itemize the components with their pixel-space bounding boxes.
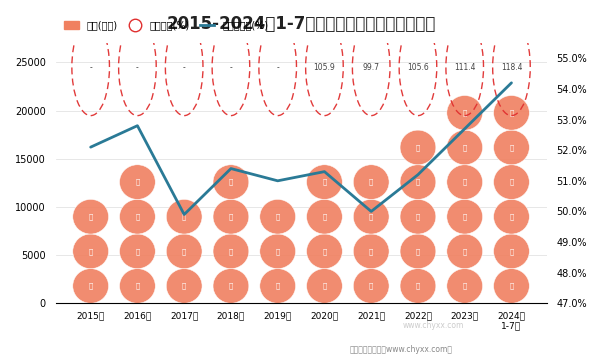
Text: 债: 债 (322, 179, 326, 185)
Ellipse shape (494, 165, 529, 199)
Ellipse shape (213, 199, 249, 234)
Ellipse shape (400, 234, 436, 269)
Ellipse shape (213, 234, 249, 269)
Ellipse shape (400, 130, 436, 165)
Text: 债: 债 (509, 110, 514, 116)
Text: 债: 债 (509, 179, 514, 185)
Text: 债: 债 (229, 179, 233, 185)
Ellipse shape (120, 165, 155, 199)
Ellipse shape (494, 199, 529, 234)
Text: 债: 债 (135, 213, 140, 220)
Text: -: - (183, 63, 185, 72)
Ellipse shape (213, 165, 249, 199)
Text: 99.7: 99.7 (362, 63, 380, 72)
Text: 债: 债 (322, 283, 326, 289)
Text: 债: 债 (276, 283, 280, 289)
Ellipse shape (353, 234, 389, 269)
Text: 111.4: 111.4 (454, 63, 476, 72)
Ellipse shape (120, 269, 155, 303)
Text: 债: 债 (135, 248, 140, 255)
Ellipse shape (73, 199, 108, 234)
Text: 债: 债 (509, 213, 514, 220)
Text: 118.4: 118.4 (501, 63, 522, 72)
Ellipse shape (447, 234, 483, 269)
Ellipse shape (447, 199, 483, 234)
Text: 制图：智研咋询（www.chyxx.com）: 制图：智研咋询（www.chyxx.com） (349, 345, 452, 355)
Text: 债: 债 (229, 248, 233, 255)
Ellipse shape (166, 269, 202, 303)
Text: 债: 债 (462, 213, 467, 220)
Text: 债: 债 (369, 179, 373, 185)
Ellipse shape (306, 165, 343, 199)
Text: 债: 债 (322, 213, 326, 220)
Ellipse shape (353, 199, 389, 234)
Ellipse shape (447, 95, 483, 130)
Ellipse shape (260, 269, 296, 303)
Ellipse shape (400, 199, 436, 234)
Text: 债: 债 (509, 283, 514, 289)
Text: 债: 债 (182, 248, 186, 255)
Text: 105.6: 105.6 (407, 63, 429, 72)
Text: www.chyxx.com: www.chyxx.com (403, 320, 464, 330)
Text: 债: 债 (462, 110, 467, 116)
Ellipse shape (494, 234, 529, 269)
Text: 债: 债 (509, 144, 514, 151)
Text: 债: 债 (322, 248, 326, 255)
Text: 债: 债 (416, 144, 420, 151)
Text: -: - (276, 63, 279, 72)
Ellipse shape (447, 130, 483, 165)
Text: 债: 债 (462, 144, 467, 151)
Text: 债: 债 (135, 179, 140, 185)
Text: 债: 债 (369, 248, 373, 255)
Text: 债: 债 (276, 248, 280, 255)
Ellipse shape (213, 269, 249, 303)
Text: 债: 债 (462, 179, 467, 185)
Text: 债: 债 (135, 283, 140, 289)
Ellipse shape (166, 234, 202, 269)
Text: 债: 债 (462, 283, 467, 289)
Ellipse shape (447, 269, 483, 303)
Ellipse shape (353, 165, 389, 199)
Ellipse shape (400, 269, 436, 303)
Text: 债: 债 (182, 283, 186, 289)
Text: 债: 债 (369, 283, 373, 289)
Ellipse shape (73, 234, 108, 269)
Ellipse shape (166, 199, 202, 234)
Ellipse shape (400, 165, 436, 199)
Text: -: - (229, 63, 232, 72)
Text: 债: 债 (276, 213, 280, 220)
Text: 债: 债 (88, 283, 93, 289)
Text: 债: 债 (416, 179, 420, 185)
Ellipse shape (73, 269, 108, 303)
Ellipse shape (260, 234, 296, 269)
Text: 债: 债 (416, 283, 420, 289)
Ellipse shape (306, 269, 343, 303)
Ellipse shape (353, 269, 389, 303)
Text: 债: 债 (229, 283, 233, 289)
Text: 债: 债 (369, 213, 373, 220)
Text: 债: 债 (416, 213, 420, 220)
Text: 债: 债 (88, 248, 93, 255)
Ellipse shape (120, 234, 155, 269)
Ellipse shape (120, 199, 155, 234)
Ellipse shape (494, 269, 529, 303)
Ellipse shape (260, 199, 296, 234)
Text: 债: 债 (229, 213, 233, 220)
Text: -: - (136, 63, 139, 72)
Legend: 负债(亿元), 产权比率(%), 资产负债率(%): 负债(亿元), 产权比率(%), 资产负债率(%) (60, 17, 272, 35)
Text: 105.9: 105.9 (314, 63, 335, 72)
Title: 2015-2024年1-7月湖南省工业企业负债统计图: 2015-2024年1-7月湖南省工业企业负债统计图 (166, 15, 436, 33)
Ellipse shape (494, 95, 529, 130)
Text: 债: 债 (416, 248, 420, 255)
Text: 债: 债 (462, 248, 467, 255)
Text: 债: 债 (509, 248, 514, 255)
Ellipse shape (494, 130, 529, 165)
Ellipse shape (447, 165, 483, 199)
Text: 债: 债 (88, 213, 93, 220)
Text: -: - (89, 63, 92, 72)
Ellipse shape (306, 199, 343, 234)
Text: 债: 债 (182, 213, 186, 220)
Ellipse shape (306, 234, 343, 269)
